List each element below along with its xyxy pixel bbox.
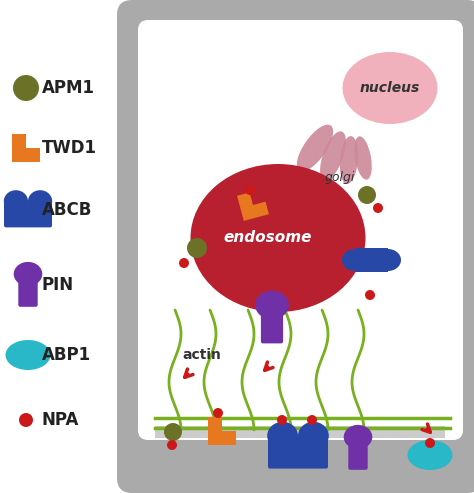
Text: golgi: golgi — [325, 172, 355, 184]
Text: APM1: APM1 — [42, 79, 95, 97]
Ellipse shape — [340, 136, 358, 184]
Text: endosome: endosome — [224, 231, 312, 246]
Ellipse shape — [191, 164, 365, 312]
Polygon shape — [12, 134, 40, 162]
Ellipse shape — [354, 136, 372, 180]
Text: TWD1: TWD1 — [42, 139, 97, 157]
Ellipse shape — [6, 340, 51, 370]
FancyBboxPatch shape — [261, 306, 283, 344]
Ellipse shape — [28, 190, 52, 212]
Polygon shape — [208, 417, 236, 445]
Ellipse shape — [298, 422, 329, 450]
Text: nucleus: nucleus — [360, 81, 420, 95]
Ellipse shape — [14, 262, 42, 286]
Text: actin: actin — [182, 348, 221, 362]
Circle shape — [167, 440, 177, 450]
Circle shape — [277, 415, 287, 425]
Circle shape — [373, 203, 383, 213]
Circle shape — [365, 290, 375, 300]
FancyBboxPatch shape — [348, 437, 368, 470]
Ellipse shape — [320, 131, 346, 180]
Text: NPA: NPA — [42, 411, 79, 429]
FancyBboxPatch shape — [18, 274, 38, 307]
Ellipse shape — [342, 249, 368, 271]
Text: PIN: PIN — [42, 276, 74, 294]
FancyBboxPatch shape — [4, 202, 52, 227]
FancyBboxPatch shape — [355, 248, 388, 272]
Circle shape — [358, 186, 376, 204]
Circle shape — [245, 185, 255, 195]
Text: ABCB: ABCB — [42, 201, 92, 219]
Circle shape — [19, 413, 33, 427]
Circle shape — [213, 408, 223, 418]
Ellipse shape — [255, 291, 289, 319]
FancyBboxPatch shape — [195, 470, 365, 493]
FancyBboxPatch shape — [195, 0, 365, 23]
Text: ABP1: ABP1 — [42, 346, 91, 364]
Ellipse shape — [375, 249, 401, 271]
Circle shape — [179, 258, 189, 268]
FancyBboxPatch shape — [138, 20, 463, 440]
Circle shape — [187, 238, 207, 258]
Polygon shape — [237, 192, 269, 221]
Circle shape — [13, 75, 39, 101]
Ellipse shape — [267, 422, 298, 450]
Ellipse shape — [4, 190, 28, 212]
FancyBboxPatch shape — [268, 437, 328, 469]
Circle shape — [307, 415, 317, 425]
Circle shape — [425, 438, 435, 448]
Circle shape — [164, 423, 182, 441]
Ellipse shape — [297, 125, 333, 172]
Ellipse shape — [408, 440, 453, 470]
Ellipse shape — [343, 52, 438, 124]
FancyBboxPatch shape — [117, 0, 474, 493]
Ellipse shape — [344, 425, 372, 449]
FancyBboxPatch shape — [155, 426, 445, 438]
